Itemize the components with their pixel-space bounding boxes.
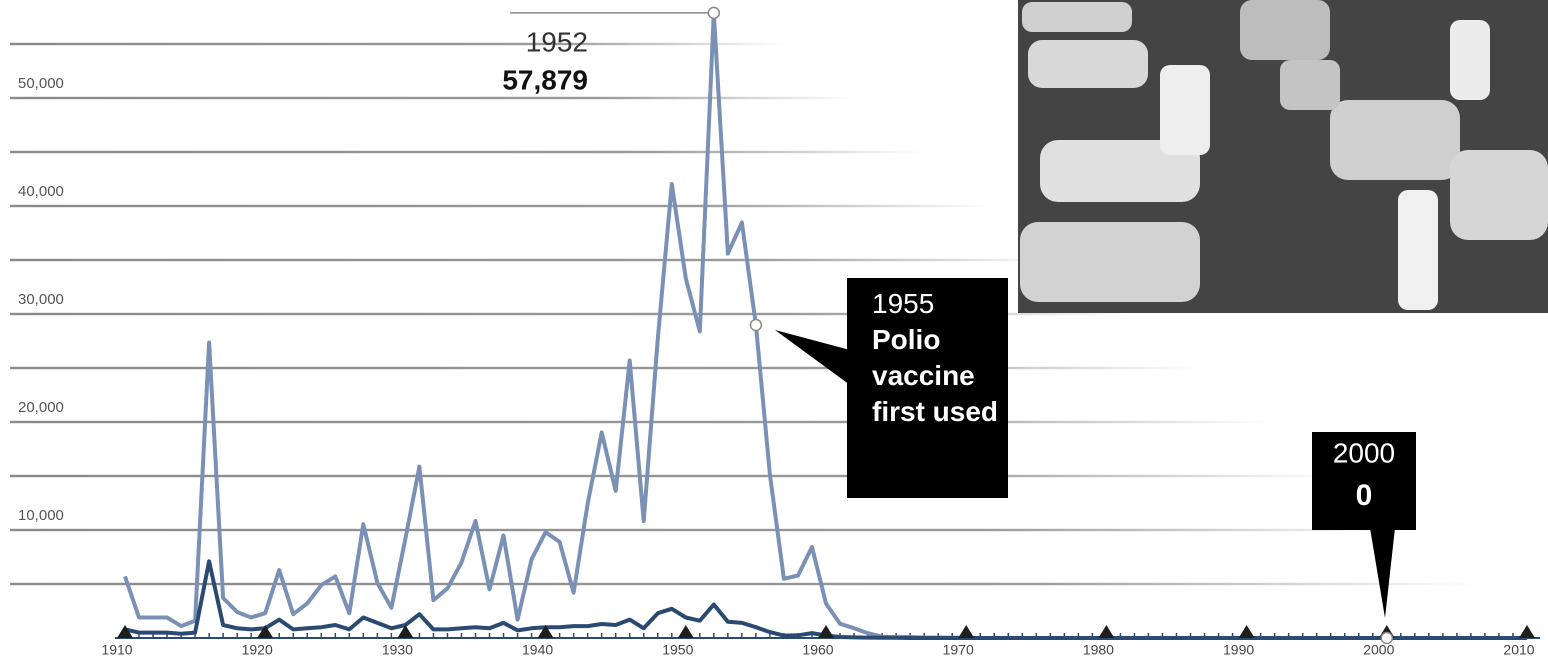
x-tick-mark (1238, 625, 1255, 638)
x-tick-mark (1519, 625, 1535, 638)
grid-line (10, 474, 1338, 478)
grid-line (10, 42, 785, 46)
grid-line (10, 312, 1131, 316)
x-tick-label: 1920 (242, 642, 273, 658)
markers: 1910 1920 1930 1940 1950 1960 1970 1980 1990 2000… (101, 6, 1535, 658)
x-tick-label: 1980 (1083, 642, 1114, 658)
x-tick-label: 1950 (662, 642, 693, 658)
x-tick-mark (818, 625, 834, 638)
peak-annotation: 1952 57,879 (502, 12, 709, 95)
annotation-box-text: 1955 Polio vaccine first used (872, 288, 999, 427)
x-tick-mark (677, 625, 694, 638)
x-tick-mark (1098, 625, 1115, 638)
grid-line (10, 528, 1407, 532)
x-tick-mark (958, 625, 975, 638)
x-tick-label: 1910 (101, 642, 132, 658)
x-tick-label: 1990 (1223, 642, 1254, 658)
y-tick-label: 10,000 (18, 507, 64, 524)
x-tick-mark (537, 625, 554, 638)
annotation-value: 0 (1356, 479, 1373, 512)
annotation-marker (707, 6, 721, 20)
annotation-year: 1955 (872, 288, 935, 319)
annotation-value: 57,879 (502, 64, 588, 95)
y-tick-label: 50,000 (18, 75, 64, 92)
grid-line (10, 96, 855, 100)
x-tick-label: 1940 (522, 642, 553, 658)
annotation-marker (1380, 631, 1394, 645)
grid-line (10, 258, 1062, 262)
x-tick-label: 2010 (1503, 642, 1534, 658)
x-tick-mark (257, 625, 274, 638)
annotation-year: 2000 (1333, 437, 1395, 468)
grid-line (10, 150, 924, 154)
grid-line (10, 420, 1269, 424)
x-tick-mark (397, 625, 414, 638)
annotation-marker (749, 318, 763, 332)
zero-annotation: 2000 0 (1312, 432, 1416, 618)
grid-line (10, 204, 993, 208)
y-tick-label: 30,000 (18, 291, 64, 308)
y-tick-label: 20,000 (18, 399, 64, 416)
x-tick-label: 1930 (382, 642, 413, 658)
grid-line (10, 582, 1476, 586)
x-tick-label: 1970 (943, 642, 974, 658)
x-tick-label: 2000 (1363, 642, 1394, 658)
photo (1018, 0, 1548, 313)
annotation-text: Polio vaccine first used (872, 324, 999, 427)
annotation-year: 1952 (526, 26, 588, 57)
x-tick-mark (117, 625, 133, 638)
y-tick-label: 40,000 (18, 183, 64, 200)
x-tick-label: 1960 (802, 642, 833, 658)
vaccine-annotation: 1955 Polio vaccine first used (775, 278, 1008, 498)
grid-line (10, 366, 1200, 370)
